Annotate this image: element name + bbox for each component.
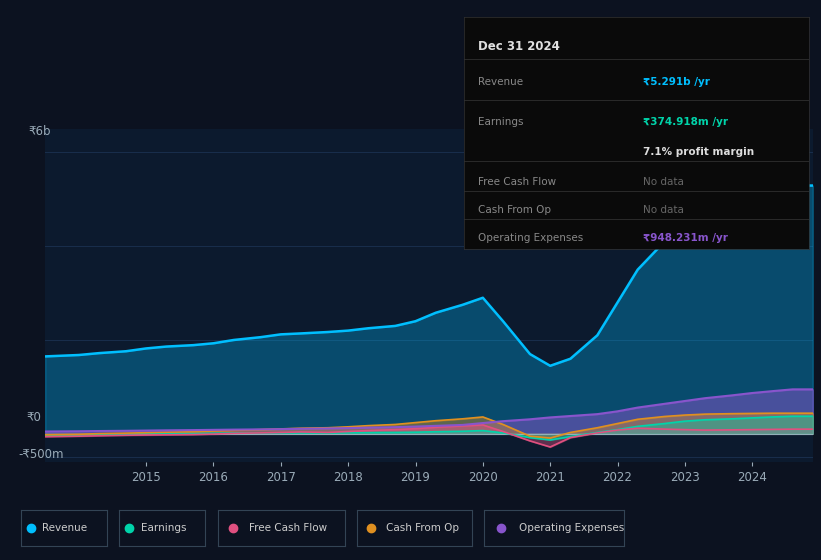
Text: No data: No data <box>643 177 684 187</box>
Text: Earnings: Earnings <box>478 116 523 127</box>
Text: Operating Expenses: Operating Expenses <box>519 523 625 533</box>
Text: Dec 31 2024: Dec 31 2024 <box>478 40 560 53</box>
Text: Earnings: Earnings <box>140 523 186 533</box>
Text: -₹500m: -₹500m <box>18 448 63 461</box>
Text: Cash From Op: Cash From Op <box>386 523 459 533</box>
Text: Cash From Op: Cash From Op <box>478 205 551 215</box>
Text: ₹0: ₹0 <box>26 410 41 424</box>
Text: ₹6b: ₹6b <box>29 125 51 138</box>
Text: ₹948.231m /yr: ₹948.231m /yr <box>643 233 728 243</box>
Text: Free Cash Flow: Free Cash Flow <box>250 523 328 533</box>
Text: Revenue: Revenue <box>42 523 87 533</box>
Text: Free Cash Flow: Free Cash Flow <box>478 177 556 187</box>
Text: No data: No data <box>643 205 684 215</box>
Text: ₹374.918m /yr: ₹374.918m /yr <box>643 116 728 127</box>
Text: Operating Expenses: Operating Expenses <box>478 233 583 243</box>
Text: ₹5.291b /yr: ₹5.291b /yr <box>643 77 710 87</box>
Text: 7.1% profit margin: 7.1% profit margin <box>643 147 754 157</box>
Text: Revenue: Revenue <box>478 77 523 87</box>
